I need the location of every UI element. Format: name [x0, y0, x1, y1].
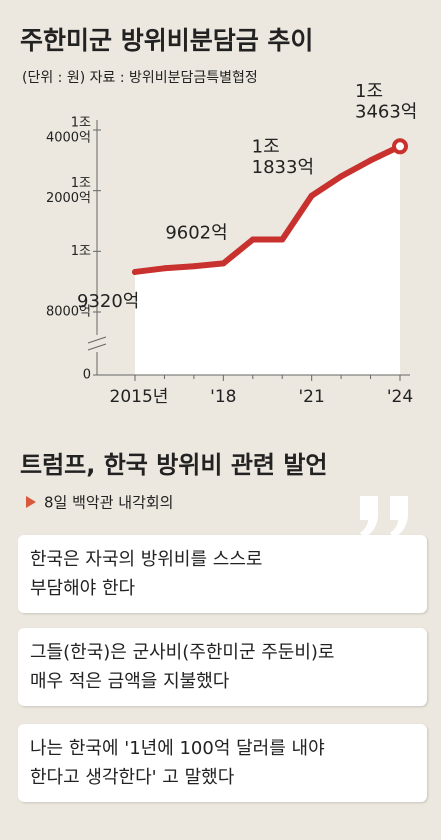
point: [367, 157, 374, 164]
chart-subtitle: (단위 : 원) 자료 : 방위비분담금특별협정: [22, 70, 258, 86]
quotes-title: 트럼프, 한국 방위비 관련 발언: [20, 451, 328, 479]
quote: 그들(한국)은 군사비(주한미군 주둔비)로 매우 적은 금액을 지불했다: [18, 628, 427, 706]
quotes-subtitle: 8일 백악관 내각회의: [44, 494, 173, 512]
axis-break: [87, 336, 107, 351]
x-tick-label: 2015년: [110, 387, 169, 407]
area: [135, 146, 400, 375]
y-tick-label: 1조 4000억: [46, 115, 91, 145]
value-label: 1조 1833억: [252, 136, 314, 178]
x-tick-label: '24: [387, 387, 413, 407]
point: [190, 263, 197, 270]
bullet: [26, 496, 36, 508]
y-tick-label: 1조 2000억: [46, 176, 91, 206]
x-tick-label: '21: [299, 387, 325, 407]
quote: 한국은 자국의 방위비를 스스로 부담해야 한다: [18, 535, 427, 613]
point: [392, 138, 408, 155]
y-tick-label: 8000억: [46, 305, 91, 320]
point: [279, 236, 286, 243]
chart-title: 주한미군 방위비분담금 추이: [20, 26, 313, 55]
point: [161, 265, 168, 272]
point: [220, 260, 227, 267]
point: [338, 173, 345, 180]
point: [308, 192, 315, 199]
line: [132, 143, 403, 275]
quote: 나는 한국에 '1년에 100억 달러를 내야 한다고 생각한다' 고 말했다: [18, 724, 427, 802]
value-label: 1조 3463억: [355, 81, 417, 123]
y-tick-label: 1조: [71, 244, 91, 259]
x-tick-label: '18: [210, 387, 236, 407]
value-label: 9602억: [165, 222, 227, 243]
quote-mark: [360, 496, 408, 538]
point: [249, 236, 256, 243]
y-tick-label: 0: [83, 368, 91, 383]
value-label: 9320억: [77, 291, 139, 312]
point: [132, 268, 138, 275]
